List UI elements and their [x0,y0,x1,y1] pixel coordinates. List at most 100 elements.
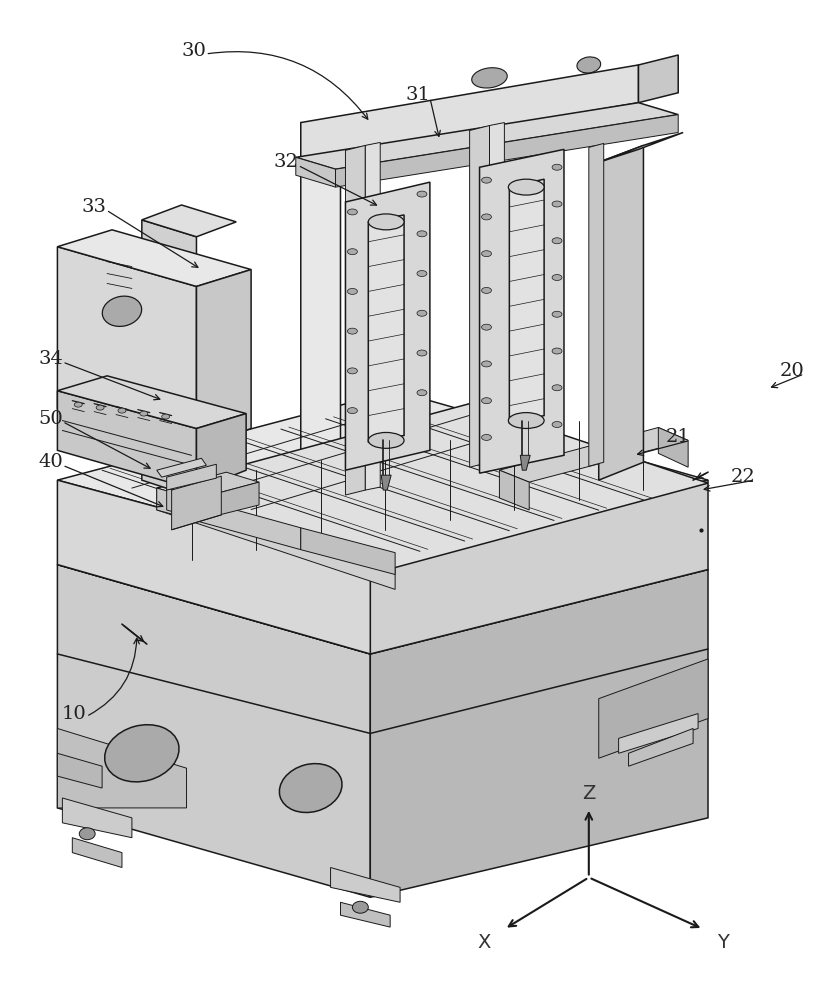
Ellipse shape [552,238,562,244]
Ellipse shape [509,179,544,195]
Polygon shape [57,565,370,897]
Polygon shape [142,205,237,237]
Polygon shape [599,132,683,162]
Ellipse shape [552,164,562,170]
Text: 50: 50 [38,410,63,428]
Polygon shape [470,126,490,467]
Polygon shape [72,838,122,868]
Polygon shape [368,215,404,442]
Text: 40: 40 [38,453,63,471]
Polygon shape [57,376,246,428]
Polygon shape [490,123,504,462]
Polygon shape [296,157,336,187]
Polygon shape [197,414,246,490]
Polygon shape [658,427,688,467]
Polygon shape [589,143,604,466]
Text: 20: 20 [780,362,805,380]
Polygon shape [331,868,400,902]
Polygon shape [500,470,529,510]
Ellipse shape [471,68,507,88]
Ellipse shape [552,201,562,207]
Ellipse shape [96,405,104,410]
Text: 34: 34 [38,350,63,368]
Ellipse shape [368,432,404,448]
Ellipse shape [481,287,491,293]
Ellipse shape [552,385,562,391]
Polygon shape [57,230,251,286]
Ellipse shape [481,398,491,404]
Polygon shape [167,464,217,490]
Polygon shape [500,427,688,482]
Polygon shape [301,65,638,160]
Polygon shape [167,488,199,520]
Ellipse shape [509,413,544,428]
Text: 21: 21 [666,428,691,446]
Ellipse shape [552,311,562,317]
Polygon shape [301,528,395,574]
Ellipse shape [417,350,427,356]
Ellipse shape [417,191,427,197]
Ellipse shape [347,209,357,215]
Ellipse shape [552,348,562,354]
Polygon shape [157,404,708,568]
Polygon shape [57,391,197,490]
Polygon shape [370,570,708,897]
Polygon shape [57,480,708,654]
Polygon shape [296,103,678,169]
Text: 33: 33 [82,198,107,216]
Polygon shape [346,145,366,495]
Ellipse shape [79,828,95,840]
Polygon shape [336,115,678,187]
Polygon shape [142,220,197,498]
Ellipse shape [417,271,427,277]
Ellipse shape [347,288,357,294]
Polygon shape [157,458,207,477]
Polygon shape [346,182,430,470]
Polygon shape [62,798,131,838]
Polygon shape [638,55,678,103]
Ellipse shape [481,214,491,220]
Polygon shape [480,149,564,473]
Polygon shape [57,247,197,448]
Ellipse shape [347,408,357,414]
Ellipse shape [481,361,491,367]
Text: 31: 31 [405,86,430,104]
Polygon shape [199,482,259,520]
Ellipse shape [552,422,562,427]
Ellipse shape [552,275,562,280]
Polygon shape [57,728,187,808]
Ellipse shape [481,434,491,440]
Polygon shape [381,475,391,490]
Ellipse shape [417,310,427,316]
Text: 22: 22 [730,468,755,486]
Polygon shape [57,391,708,565]
Polygon shape [366,142,380,490]
Polygon shape [57,480,708,654]
Polygon shape [599,659,708,758]
Text: Y: Y [717,933,729,952]
Polygon shape [172,476,222,530]
Ellipse shape [74,402,82,407]
Text: 10: 10 [62,705,87,723]
Polygon shape [57,480,370,654]
Polygon shape [301,160,341,505]
Polygon shape [619,714,698,753]
Polygon shape [520,455,530,470]
Ellipse shape [347,328,357,334]
Polygon shape [197,270,251,448]
Ellipse shape [481,251,491,257]
Polygon shape [370,480,708,654]
Ellipse shape [118,408,126,413]
Text: X: X [478,933,491,952]
Ellipse shape [417,390,427,396]
Polygon shape [157,488,395,589]
Text: 30: 30 [181,42,206,60]
Ellipse shape [347,368,357,374]
Ellipse shape [162,414,170,419]
Polygon shape [599,145,643,480]
Text: 32: 32 [274,153,299,171]
Ellipse shape [417,231,427,237]
Polygon shape [341,902,390,927]
Ellipse shape [103,296,141,326]
Polygon shape [157,488,301,550]
